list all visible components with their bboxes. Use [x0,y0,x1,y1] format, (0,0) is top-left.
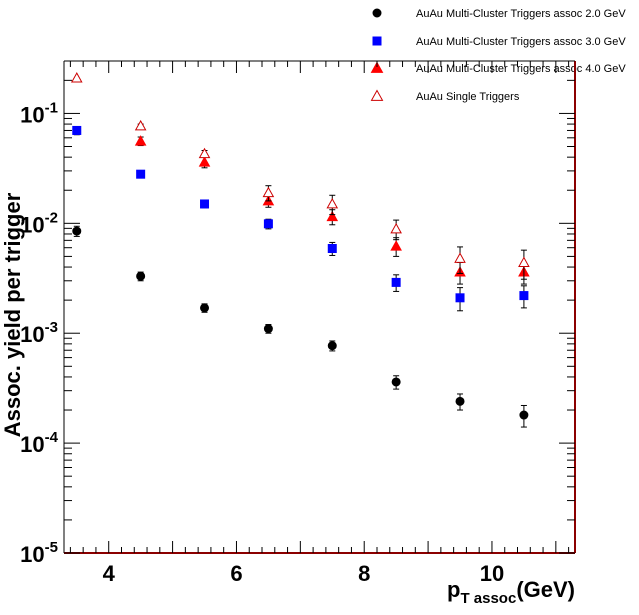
data-point-open [198,147,211,159]
axis-ticks [64,60,575,554]
data-point-open [390,222,402,234]
legend-marker [370,89,384,101]
data-point [134,135,147,146]
data-point [263,219,273,229]
y-tick-label-base: 10 [20,102,44,127]
data-point-open [70,72,83,83]
data-point-open [518,256,530,267]
x-tick-labels: 4 6 8 10 [103,561,505,586]
x-axis-title-unit: (GeV) [516,577,575,602]
legend: AuAu Multi-Cluster Triggers assoc 2.0 Ge… [370,8,626,103]
data-point-open [134,119,147,131]
y-tick-label: 10-5 [20,539,58,567]
data-point-open [326,197,339,209]
y-tick-label-base: 10 [20,542,44,567]
data-point [72,125,82,135]
legend-entry: AuAu Multi-Cluster Triggers assoc 2.0 Ge… [372,8,626,20]
legend-entry: AuAu Single Triggers [370,89,520,103]
legend-entry: AuAu Multi-Cluster Triggers assoc 3.0 Ge… [372,36,626,48]
data-point [391,377,401,387]
x-axis-title-subscript: T assoc [460,590,516,607]
legend-marker [370,61,384,73]
series-4 [70,72,530,280]
y-tick-label: 10-3 [20,319,58,347]
x-tick-label: 6 [230,561,242,586]
y-tick-label: 10-2 [20,209,58,237]
y-tick-label: 10-4 [20,429,58,457]
data-point [136,271,146,281]
plot-frame-group [63,60,576,554]
series-1 [72,225,529,428]
data-point [455,293,465,303]
x-tick-label: 8 [358,561,370,586]
series-2 [72,125,529,312]
data-point [200,199,210,209]
data-point [455,396,465,406]
data-point [519,291,529,301]
legend-label: AuAu Multi-Cluster Triggers assoc 2.0 Ge… [416,8,626,20]
x-axis-title-main: p [447,577,460,602]
data-point-open [454,252,466,263]
legend-label: AuAu Multi-Cluster Triggers assoc 3.0 Ge… [416,36,626,48]
y-tick-label: 10-1 [20,99,58,127]
data-point [391,277,401,287]
data-point [263,324,273,334]
legend-entry: AuAu Multi-Cluster Triggers assoc 4.0 Ge… [370,61,626,75]
data-point [200,303,210,313]
y-tick-label-exponent: -4 [45,429,59,446]
data-point [198,156,211,167]
data-point [327,341,337,351]
y-tick-label-base: 10 [20,322,44,347]
data-point-open [262,186,275,198]
y-axis-title: Assoc. yield per trigger [0,192,25,437]
legend-label: AuAu Multi-Cluster Triggers assoc 4.0 Ge… [416,63,626,75]
y-tick-label-exponent: -5 [45,539,58,556]
y-tick-labels: 10-110-210-310-410-5 [20,99,58,567]
legend-label: AuAu Single Triggers [416,91,520,103]
data-point [327,244,337,254]
data-point [72,226,82,236]
data-points [70,72,530,428]
legend-marker [372,36,382,46]
data-point [519,410,529,420]
y-tick-label-base: 10 [20,432,44,457]
x-axis-title: pT assoc(GeV) [447,577,575,607]
legend-marker [372,8,382,18]
data-point [390,240,402,251]
y-tick-label-base: 10 [20,212,44,237]
y-tick-label-exponent: -1 [45,99,58,116]
x-tick-label: 4 [103,561,116,586]
data-point [326,210,339,222]
data-point [136,169,146,179]
x-tick-label: 10 [480,561,504,586]
y-tick-label-exponent: -3 [45,319,58,336]
y-tick-label-exponent: -2 [45,209,58,226]
